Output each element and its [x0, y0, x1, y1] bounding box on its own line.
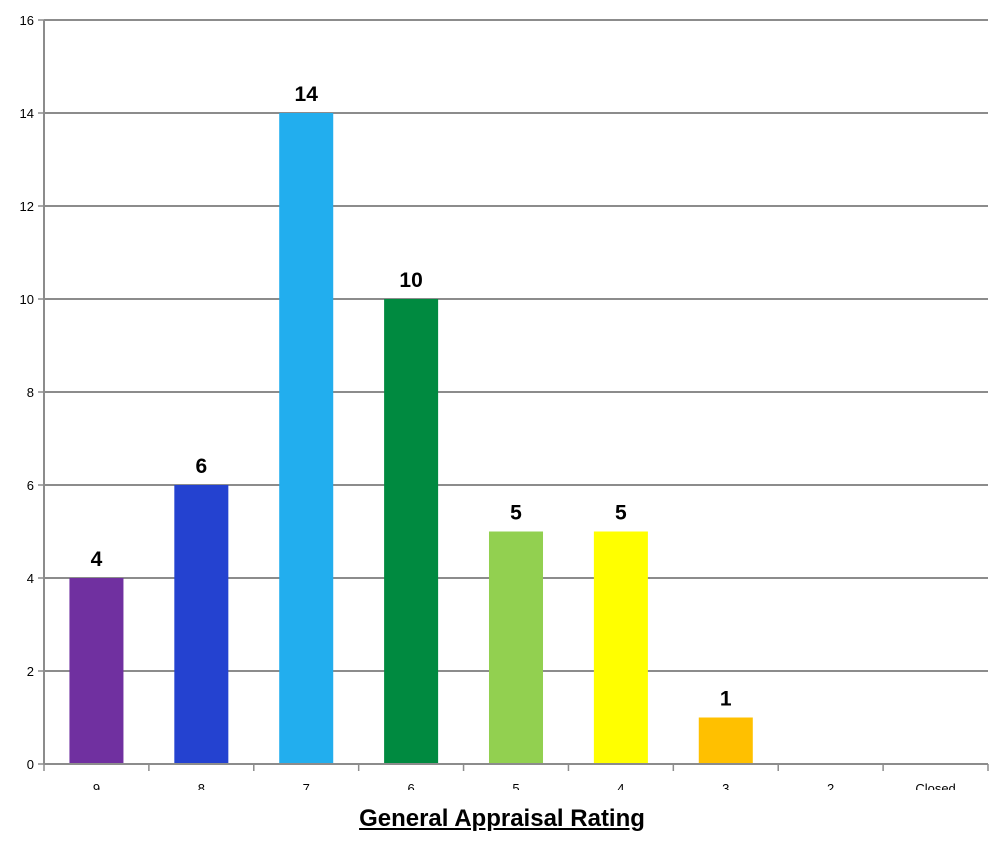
data-label: 5: [510, 502, 522, 525]
data-label: 14: [295, 83, 319, 106]
data-label: 10: [399, 269, 422, 292]
bar: [698, 717, 753, 764]
data-label: 1: [720, 688, 732, 711]
bar: [593, 531, 648, 764]
y-tick-label: 14: [20, 106, 34, 121]
data-label: 5: [615, 502, 627, 525]
x-tick-label: 7: [303, 781, 310, 790]
bar-chart: 0 2 4 6 8 10 12 14 16 4 9 6 8 14 7 10 6 5 5 5 4 1 3 2 Closed: [20, 13, 989, 790]
y-tick-label: 0: [27, 757, 34, 772]
bar: [488, 531, 544, 764]
labels: 0 2 4 6 8 10 12 14 16 4 9 6 8 14 7 10 6 5 5 5 4 1 3 2 Closed: [20, 13, 956, 790]
x-tick-label: 3: [722, 781, 729, 790]
bar: [174, 485, 229, 764]
bars: [69, 113, 753, 764]
data-label: 6: [195, 455, 207, 478]
x-tick-label: 6: [407, 781, 414, 790]
x-tick-label: 8: [198, 781, 205, 790]
bar: [279, 113, 334, 764]
bar: [69, 578, 124, 764]
axes: [38, 19, 989, 771]
y-tick-label: 10: [20, 292, 34, 307]
y-tick-label: 2: [27, 664, 34, 679]
y-tick-label: 12: [20, 199, 34, 214]
y-tick-label: 16: [20, 13, 34, 28]
x-tick-label: 9: [93, 781, 100, 790]
x-tick-label: 4: [617, 781, 624, 790]
y-tick-label: 8: [27, 385, 34, 400]
x-axis-title: General Appraisal Rating: [359, 805, 645, 832]
y-tick-label: 4: [27, 571, 34, 586]
x-tick-label: 2: [827, 781, 834, 790]
data-label: 4: [91, 548, 103, 571]
x-tick-label: Closed: [915, 781, 955, 790]
y-tick-label: 6: [27, 478, 34, 493]
bar: [384, 299, 439, 764]
x-tick-label: 5: [512, 781, 519, 790]
